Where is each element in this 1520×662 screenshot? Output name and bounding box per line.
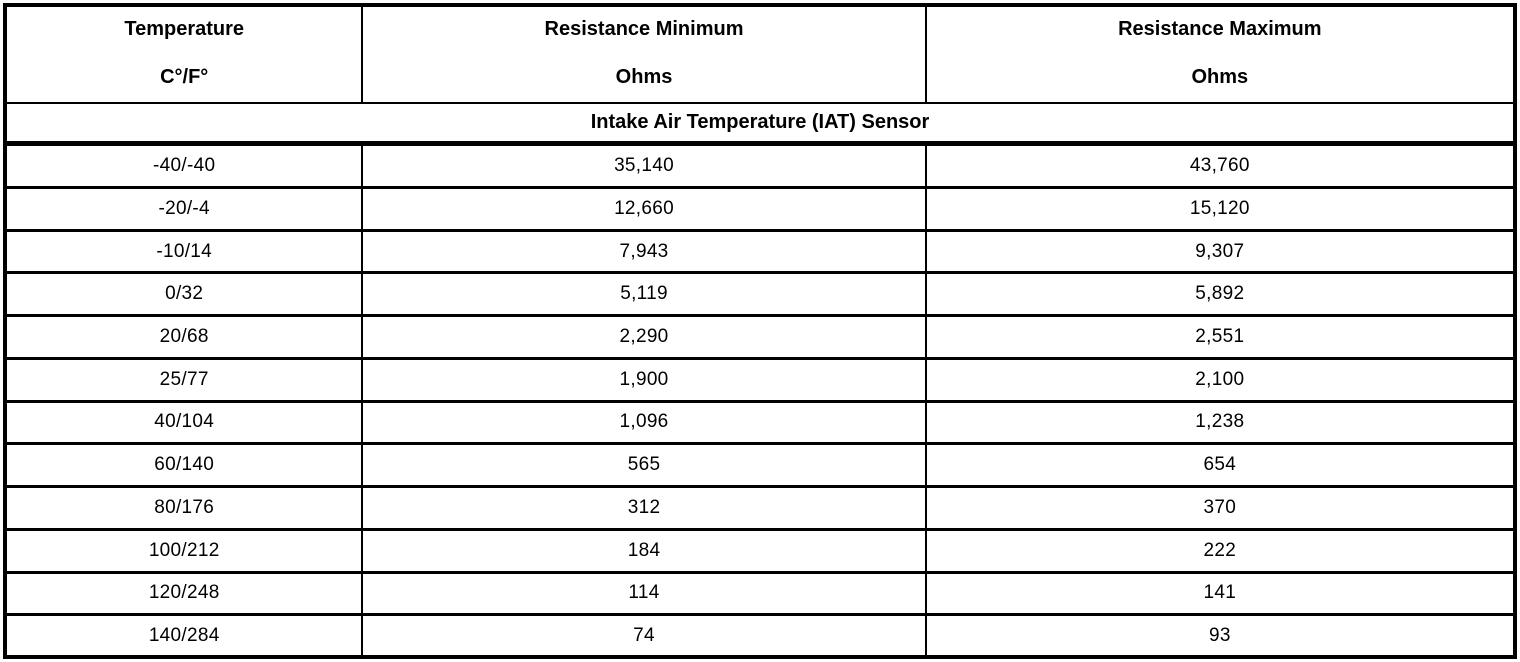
resistance-max-cell: 93: [924, 614, 1513, 655]
temp-cell: 80/176: [7, 486, 363, 531]
table-row: -20/-4 12,660 15,120: [7, 187, 1513, 232]
table-header-row: Temperature C°/F° Resistance Minimum Ohm…: [7, 7, 1513, 104]
resistance-min-cell: 312: [361, 486, 926, 531]
col-header-temperature: Temperature C°/F°: [7, 7, 363, 104]
resistance-min-cell: 2,290: [361, 315, 926, 360]
resistance-max-cell: 2,100: [924, 358, 1513, 403]
temp-cell: 100/212: [7, 529, 363, 574]
resistance-min-cell: 184: [361, 529, 926, 574]
section-header-row: Intake Air Temperature (IAT) Sensor: [7, 103, 1513, 146]
iat-sensor-table: Temperature C°/F° Resistance Minimum Ohm…: [7, 7, 1513, 655]
resistance-min-cell: 35,140: [361, 143, 926, 189]
temp-cell: 0/32: [7, 272, 363, 318]
col-header-resistance-min: Resistance Minimum Ohms: [361, 7, 926, 104]
col-header-resistance-min-title: Resistance Minimum: [544, 18, 744, 40]
col-header-temperature-title: Temperature: [124, 18, 245, 40]
table-row: -40/-40 35,140 43,760: [7, 143, 1513, 189]
table-row: 120/248 114 141: [7, 572, 1513, 617]
resistance-max-cell: 654: [924, 443, 1513, 489]
table-row: 0/32 5,119 5,892: [7, 272, 1513, 318]
resistance-max-cell: 43,760: [924, 143, 1513, 189]
section-header-title: Intake Air Temperature (IAT) Sensor: [7, 103, 1513, 146]
table-row: 20/68 2,290 2,551: [7, 315, 1513, 360]
table-row: 25/77 1,900 2,100: [7, 358, 1513, 403]
resistance-max-cell: 9,307: [924, 230, 1513, 275]
col-header-resistance-min-unit: Ohms: [615, 66, 673, 88]
resistance-spec-table: Temperature C°/F° Resistance Minimum Ohm…: [3, 3, 1517, 659]
temp-cell: -10/14: [7, 230, 363, 275]
table-row: 100/212 184 222: [7, 529, 1513, 574]
resistance-min-cell: 1,096: [361, 401, 926, 446]
temp-cell: 20/68: [7, 315, 363, 360]
table-row: 80/176 312 370: [7, 486, 1513, 531]
resistance-min-cell: 565: [361, 443, 926, 489]
resistance-min-cell: 5,119: [361, 272, 926, 318]
temp-cell: -20/-4: [7, 187, 363, 232]
resistance-min-cell: 7,943: [361, 230, 926, 275]
temp-cell: 40/104: [7, 401, 363, 446]
resistance-max-cell: 141: [924, 572, 1513, 617]
table-row: 140/284 74 93: [7, 614, 1513, 655]
resistance-min-cell: 1,900: [361, 358, 926, 403]
resistance-min-cell: 12,660: [361, 187, 926, 232]
temp-cell: 120/248: [7, 572, 363, 617]
temp-cell: -40/-40: [7, 143, 363, 189]
col-header-resistance-max: Resistance Maximum Ohms: [924, 7, 1513, 104]
resistance-max-cell: 5,892: [924, 272, 1513, 318]
table-row: -10/14 7,943 9,307: [7, 230, 1513, 275]
resistance-max-cell: 2,551: [924, 315, 1513, 360]
temp-cell: 25/77: [7, 358, 363, 403]
table-row: 60/140 565 654: [7, 443, 1513, 489]
resistance-min-cell: 74: [361, 614, 926, 655]
temp-cell: 60/140: [7, 443, 363, 489]
resistance-max-cell: 1,238: [924, 401, 1513, 446]
col-header-resistance-max-title: Resistance Maximum: [1118, 18, 1322, 40]
resistance-min-cell: 114: [361, 572, 926, 617]
table-row: 40/104 1,096 1,238: [7, 401, 1513, 446]
col-header-temperature-unit: C°/F°: [160, 66, 209, 88]
resistance-max-cell: 222: [924, 529, 1513, 574]
resistance-max-cell: 370: [924, 486, 1513, 531]
temp-cell: 140/284: [7, 614, 363, 655]
col-header-resistance-max-unit: Ohms: [1191, 66, 1249, 88]
resistance-max-cell: 15,120: [924, 187, 1513, 232]
